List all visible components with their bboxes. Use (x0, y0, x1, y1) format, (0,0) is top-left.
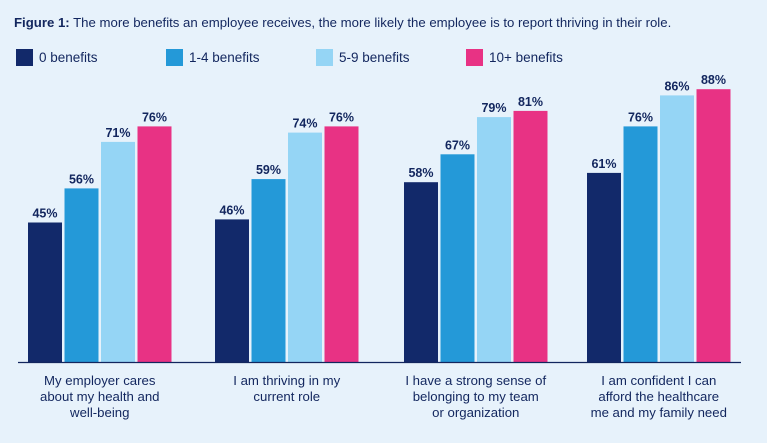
category-label-line: I am confident I can (601, 373, 717, 388)
figure-title: Figure 1: The more benefits an employee … (14, 14, 759, 32)
category-label-line: I have a strong sense of (405, 373, 547, 388)
data-label: 45% (32, 207, 57, 221)
bar (28, 222, 62, 362)
data-label: 58% (408, 166, 433, 180)
legend-item-1: 1-4 benefits (166, 48, 260, 66)
bar (404, 182, 438, 362)
category-label-line: me and my family need (590, 405, 727, 420)
data-label: 79% (481, 101, 506, 115)
category-label-line: belonging to my team (412, 389, 539, 404)
legend-label: 5-9 benefits (339, 49, 410, 65)
legend-swatch (466, 48, 483, 66)
data-label: 59% (256, 163, 281, 177)
bar (215, 219, 249, 362)
legend-label: 0 benefits (39, 49, 98, 65)
category-label: I have a strong sense of belonging to my … (386, 373, 566, 421)
bar (288, 132, 322, 362)
category-label-line: or organization (432, 405, 520, 420)
bar (64, 188, 99, 362)
data-label: 56% (69, 172, 94, 186)
data-label: 88% (701, 73, 726, 87)
data-label: 86% (664, 79, 689, 93)
category-label-line: afford the healthcare (598, 389, 720, 404)
category-label-line: My employer cares (44, 373, 156, 388)
bar (696, 89, 731, 362)
legend-swatch (16, 48, 33, 66)
category-label-line: I am thriving in my (233, 373, 341, 388)
legend-label: 1-4 benefits (189, 49, 260, 65)
data-label: 67% (445, 138, 470, 152)
bar (137, 126, 172, 363)
data-label: 76% (628, 110, 653, 124)
data-label: 81% (518, 95, 543, 109)
category-label: I am confident I can afford the healthcar… (569, 373, 749, 421)
bar (101, 141, 135, 362)
data-label: 46% (219, 203, 244, 217)
legend-item-2: 5-9 benefits (316, 48, 410, 66)
figure-caption: The more benefits an employee receives, … (69, 15, 672, 30)
bar (660, 95, 694, 363)
legend-item-3: 10+ benefits (466, 48, 563, 66)
bar (324, 126, 359, 363)
figure-number: Figure 1: (14, 15, 70, 30)
category-label: I am thriving in my current role (197, 373, 377, 405)
data-label: 76% (329, 110, 354, 124)
data-label: 76% (142, 110, 167, 124)
bar (251, 179, 286, 362)
bar (440, 154, 475, 362)
legend-label: 10+ benefits (489, 49, 563, 65)
legend-swatch (316, 48, 333, 66)
data-label: 61% (591, 157, 616, 171)
legend-item-0: 0 benefits (16, 48, 98, 66)
bar (623, 126, 658, 363)
bar (587, 172, 621, 362)
bar (513, 110, 548, 363)
legend-swatch (166, 48, 183, 66)
category-label-line: about my health and (39, 389, 160, 404)
data-label: 74% (292, 117, 317, 131)
category-label: My employer cares about my health and well… (10, 373, 190, 421)
data-label: 71% (105, 126, 130, 140)
category-label-line: current role (253, 389, 321, 404)
bar (477, 117, 511, 362)
category-label-line: well-being (70, 405, 130, 420)
